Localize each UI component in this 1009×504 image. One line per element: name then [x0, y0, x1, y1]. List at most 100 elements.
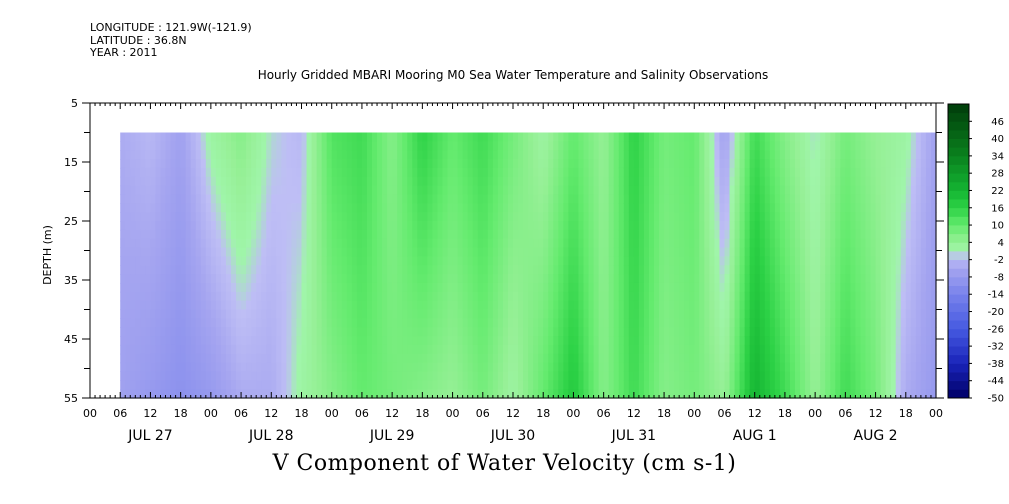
heatmap-cell [215, 212, 222, 222]
heatmap-cell [165, 300, 172, 311]
heatmap-cell [225, 141, 232, 151]
heatmap-cell [180, 291, 187, 302]
heatmap-cell [296, 291, 303, 302]
heatmap-cell [664, 318, 670, 328]
heatmap-cell [427, 371, 434, 381]
heatmap-cell [185, 362, 192, 373]
heatmap-cell [613, 389, 620, 399]
heatmap-cell [850, 229, 857, 240]
heatmap-cell [623, 327, 630, 337]
heatmap-cell [195, 371, 202, 381]
heatmap-cell [890, 327, 897, 337]
heatmap-cell [724, 344, 731, 355]
heatmap-cell [311, 132, 318, 142]
heatmap-cell [890, 150, 897, 160]
heatmap-cell [830, 344, 836, 355]
heatmap-cell [618, 256, 625, 266]
heatmap-cell [286, 176, 293, 187]
heatmap-cell [231, 194, 237, 204]
heatmap-cell [568, 362, 575, 373]
heatmap-cell [397, 256, 403, 266]
heatmap-cell [311, 274, 318, 284]
heatmap-cell [165, 150, 172, 160]
heatmap-cell [810, 221, 816, 231]
heatmap-cell [795, 159, 801, 169]
heatmap-cell [623, 282, 630, 293]
heatmap-cell [492, 150, 499, 160]
heatmap-cell [427, 300, 434, 311]
heatmap-cell [628, 327, 635, 337]
heatmap-cell [815, 256, 821, 266]
heatmap-cell [215, 229, 222, 240]
heatmap-cell [699, 274, 705, 284]
heatmap-cell [422, 150, 428, 160]
heatmap-cell [699, 282, 705, 293]
heatmap-cell [427, 238, 434, 249]
heatmap-cell [659, 203, 665, 213]
heatmap-cell [316, 150, 323, 160]
heatmap-cell [643, 291, 650, 302]
heatmap-cell [286, 185, 293, 196]
heatmap-cell [930, 265, 937, 275]
heatmap-cell [714, 221, 721, 231]
heatmap-cell [452, 256, 459, 266]
heatmap-cell [331, 344, 338, 355]
heatmap-cell [784, 185, 791, 196]
heatmap-cell [155, 221, 162, 231]
heatmap-cell [633, 132, 640, 142]
heatmap-cell [286, 247, 293, 257]
heatmap-cell [543, 159, 549, 169]
heatmap-cell [855, 150, 862, 160]
heatmap-cell [669, 336, 675, 346]
heatmap-cell [694, 362, 700, 373]
heatmap-cell [805, 150, 811, 160]
heatmap-cell [215, 265, 222, 275]
heatmap-cell [513, 274, 519, 284]
heatmap-cell [845, 212, 851, 222]
heatmap-cell [301, 291, 308, 302]
heatmap-cell [210, 344, 217, 355]
heatmap-cell [714, 309, 721, 319]
heatmap-cell [769, 141, 776, 151]
heatmap-cell [457, 132, 464, 142]
heatmap-cell [210, 247, 217, 257]
heatmap-cell [135, 336, 141, 346]
heatmap-cell [603, 256, 610, 266]
heatmap-cell [563, 238, 569, 249]
heatmap-cell [820, 274, 826, 284]
heatmap-cell [276, 221, 282, 231]
heatmap-cell [150, 291, 157, 302]
heatmap-cell [638, 159, 645, 169]
heatmap-cell [457, 274, 464, 284]
heatmap-cell [387, 167, 393, 178]
heatmap-cell [850, 318, 857, 328]
heatmap-cell [286, 141, 293, 151]
heatmap-cell [820, 327, 826, 337]
heatmap-cell [558, 353, 564, 364]
heatmap-cell [210, 291, 217, 302]
heatmap-cell [659, 185, 665, 196]
heatmap-cell [296, 318, 303, 328]
heatmap-cell [548, 238, 554, 249]
heatmap-cell [633, 150, 640, 160]
heatmap-cell [774, 362, 781, 373]
heatmap-cell [397, 132, 403, 142]
heatmap-cell [190, 221, 197, 231]
heatmap-cell [895, 353, 902, 364]
heatmap-cell [175, 389, 182, 399]
heatmap-cell [890, 247, 897, 257]
heatmap-cell [930, 167, 937, 178]
heatmap-cell [860, 176, 867, 187]
heatmap-cell [366, 344, 373, 355]
heatmap-cell [155, 318, 162, 328]
heatmap-cell [296, 336, 303, 346]
heatmap-cell [795, 353, 801, 364]
heatmap-cell [815, 176, 821, 187]
heatmap-cell [724, 309, 731, 319]
heatmap-cell [588, 176, 595, 187]
heatmap-cell [593, 336, 600, 346]
heatmap-cell [800, 344, 806, 355]
heatmap-cell [623, 371, 630, 381]
heatmap-cell [236, 150, 242, 160]
heatmap-cell [759, 309, 766, 319]
